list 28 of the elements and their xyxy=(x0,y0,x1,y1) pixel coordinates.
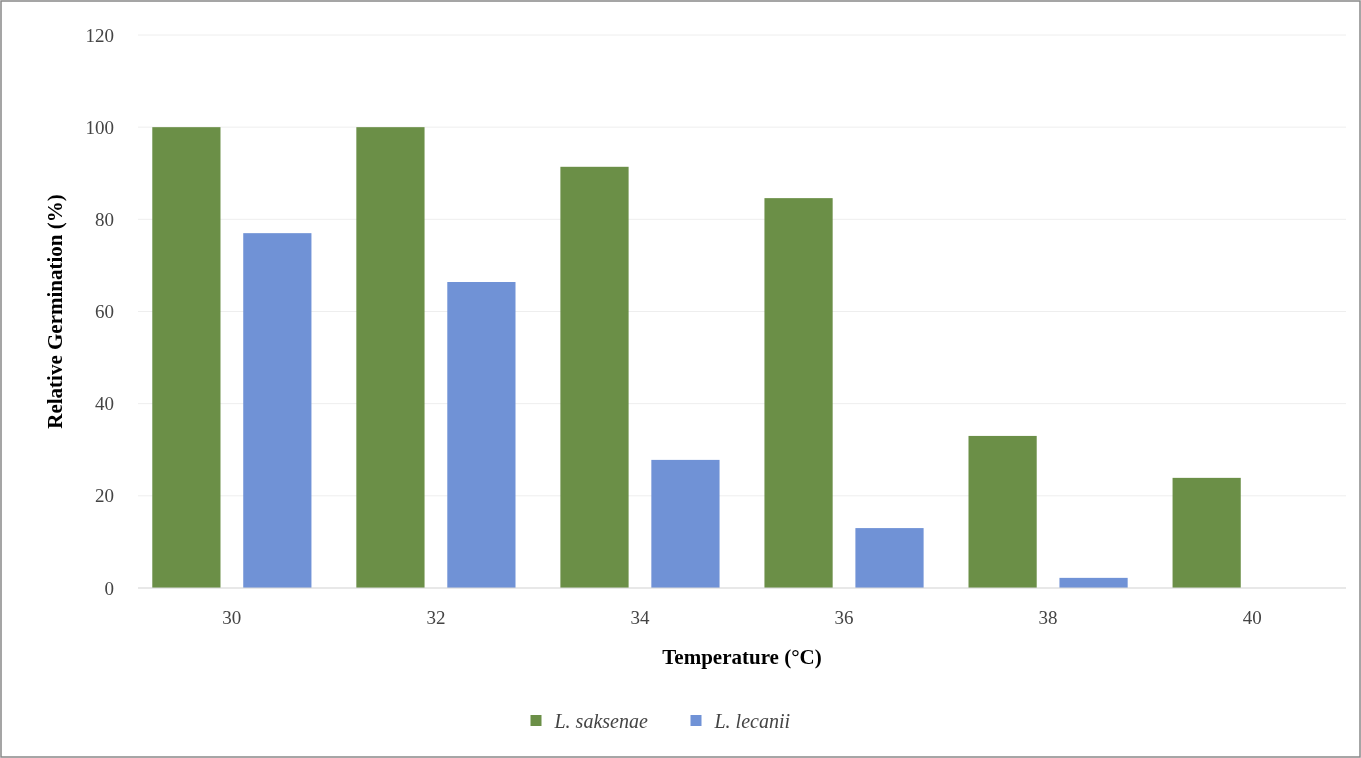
y-axis-title: Relative Germination (%) xyxy=(43,194,67,429)
bar xyxy=(560,166,629,588)
y-tick-label: 100 xyxy=(85,116,114,138)
bar xyxy=(651,459,720,588)
legend-label: L. lecanii xyxy=(713,710,791,732)
y-tick-label: 120 xyxy=(85,24,114,46)
y-tick-label: 0 xyxy=(104,577,114,599)
y-tick-label: 20 xyxy=(95,485,114,507)
legend-label: L. saksenae xyxy=(553,710,648,732)
x-tick-label: 38 xyxy=(1038,607,1058,628)
bar xyxy=(1172,477,1241,588)
x-tick-label: 30 xyxy=(222,607,242,628)
x-tick-label: 36 xyxy=(834,607,854,628)
bar xyxy=(447,282,516,588)
bar xyxy=(855,528,924,588)
x-axis-title: Temperature (°C) xyxy=(662,645,822,669)
bar xyxy=(764,198,833,588)
bar xyxy=(243,233,312,588)
y-tick-label: 80 xyxy=(95,208,114,230)
x-tick-label: 32 xyxy=(426,607,446,628)
y-tick-label: 60 xyxy=(95,301,114,323)
x-tick-label: 34 xyxy=(630,607,650,628)
y-tick-label: 40 xyxy=(95,393,114,415)
bar xyxy=(1059,577,1128,588)
bar xyxy=(968,435,1037,588)
x-tick-label: 40 xyxy=(1242,607,1262,628)
bar xyxy=(356,127,425,588)
bar xyxy=(152,127,221,588)
